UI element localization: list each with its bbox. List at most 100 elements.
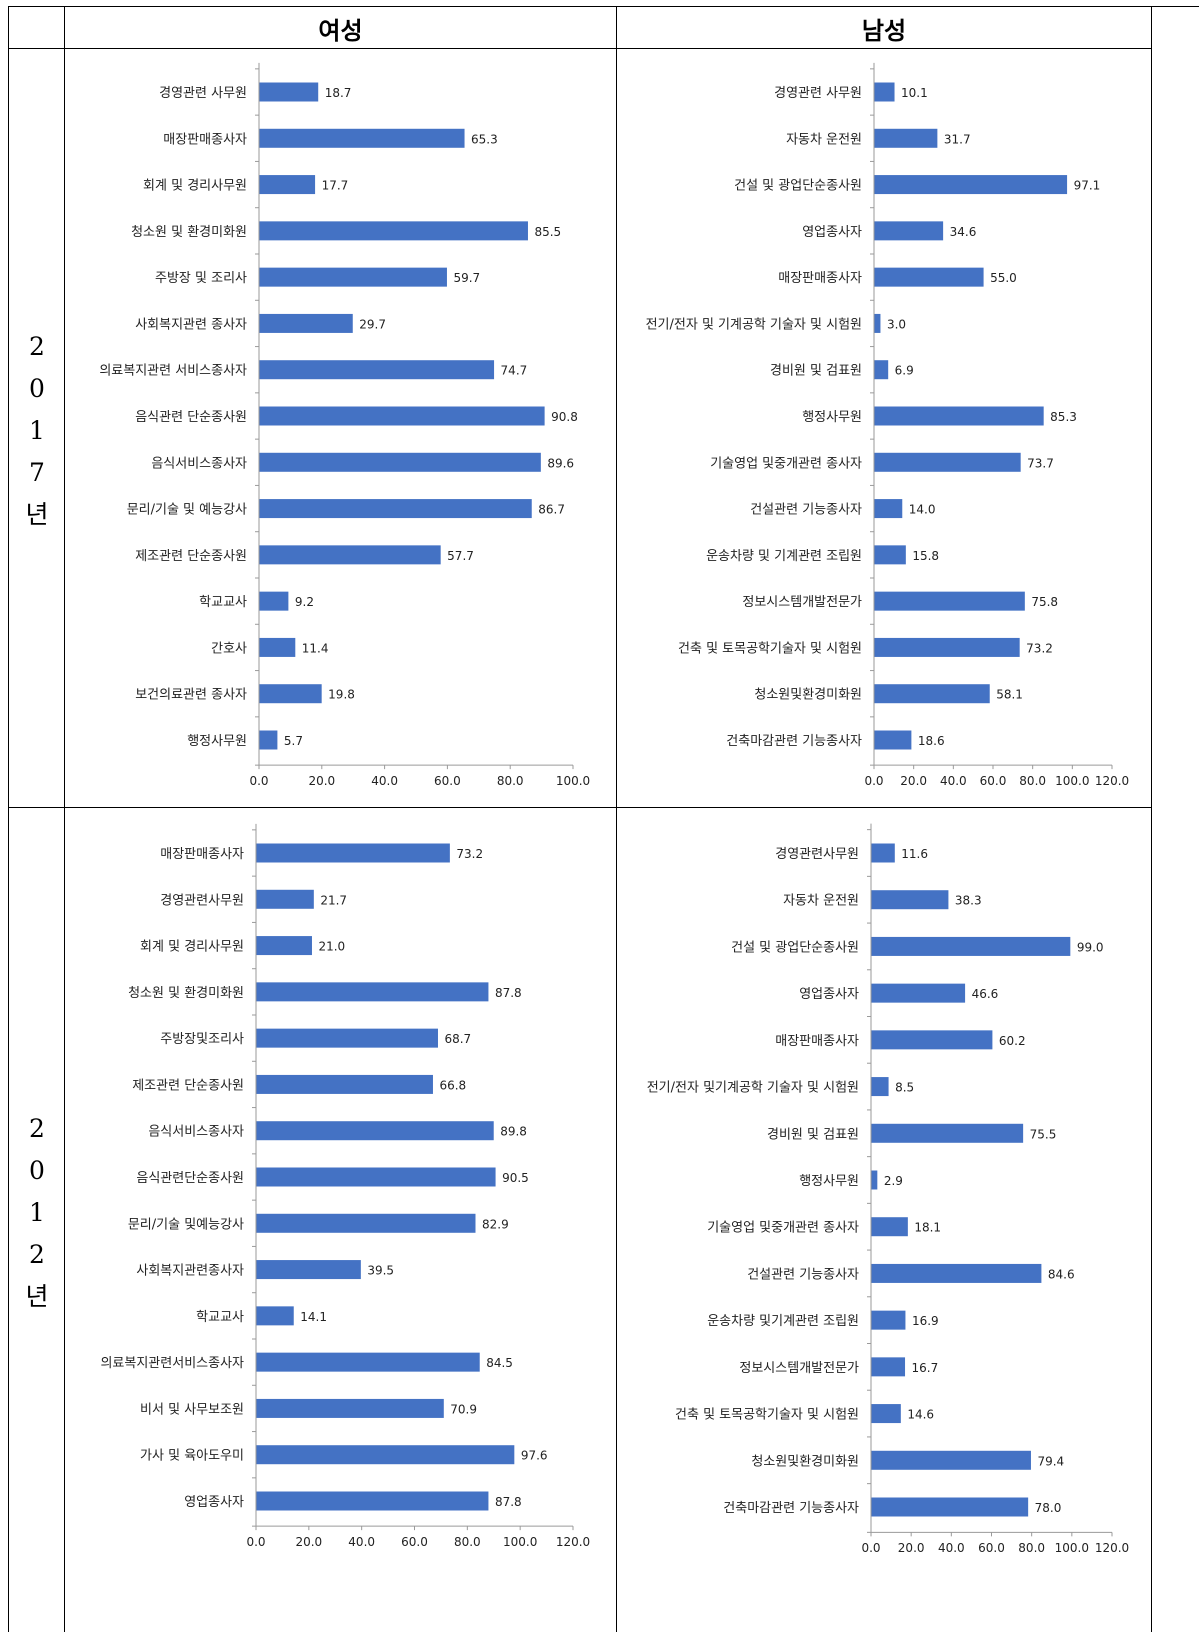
category-label: 기술영업 및중개관련 종사자 <box>707 1221 859 1236</box>
data-label: 82.9 <box>482 1217 509 1231</box>
bar <box>259 406 545 426</box>
category-label: 건축 및 토목공학기술자 및 시험원 <box>678 641 862 656</box>
bar <box>871 1170 878 1190</box>
category-label: 경영관련사무원 <box>160 893 244 908</box>
x-tick-label: 60.0 <box>980 774 1007 788</box>
data-label: 57.7 <box>447 549 474 563</box>
data-label: 21.0 <box>318 940 345 954</box>
bar <box>874 637 1020 657</box>
category-label: 사회복지관련 종사자 <box>135 317 247 332</box>
data-label: 73.7 <box>1027 456 1054 470</box>
bar <box>256 1213 476 1233</box>
data-label: 78.0 <box>1035 1501 1062 1515</box>
bar <box>874 267 984 287</box>
bar <box>259 499 532 519</box>
header-male: 남성 <box>861 17 907 45</box>
x-tick-label: 100.0 <box>1055 774 1089 788</box>
year-label-2017: 2 0 1 7 년 <box>9 326 65 536</box>
data-label: 90.5 <box>502 1171 529 1185</box>
bar <box>256 1352 480 1372</box>
bar <box>256 1306 294 1326</box>
data-label: 46.6 <box>972 987 999 1001</box>
data-label: 21.7 <box>320 893 347 907</box>
bar <box>874 175 1068 195</box>
data-label: 31.7 <box>944 132 971 146</box>
category-label: 보건의료관련 종사자 <box>135 688 247 703</box>
category-label: 주방장및조리사 <box>160 1032 244 1047</box>
category-label: 행정사무원 <box>802 409 862 425</box>
table-grid <box>8 6 1199 1632</box>
category-label: 문리/기술 및예능강사 <box>128 1217 244 1232</box>
category-label: 전기/전자 및 기계공학 기술자 및 시험원 <box>646 317 862 332</box>
x-tick-label: 80.0 <box>497 774 524 788</box>
category-label: 학교교사 <box>196 1310 244 1325</box>
category-label: 자동차 운전원 <box>786 132 862 147</box>
bar <box>256 982 489 1002</box>
table-divider <box>1151 6 1152 1632</box>
table-divider <box>64 6 65 1632</box>
x-tick-label: 0.0 <box>864 774 883 788</box>
bar <box>259 267 447 287</box>
category-label: 행정사무원 <box>799 1173 859 1189</box>
bar <box>871 1497 1029 1517</box>
bar <box>256 1491 489 1511</box>
category-label: 청소원 및 환경미화원 <box>128 986 244 1001</box>
bar <box>256 843 450 863</box>
data-label: 18.6 <box>918 734 945 748</box>
category-label: 매장판매종사자 <box>160 847 244 862</box>
category-label: 영업종사자 <box>799 987 859 1002</box>
year-char: 2 <box>29 332 45 361</box>
data-label: 10.1 <box>901 86 928 100</box>
bar <box>256 1074 433 1094</box>
category-label: 영업종사자 <box>184 1495 244 1510</box>
data-label: 11.4 <box>302 641 329 655</box>
data-label: 15.8 <box>912 549 939 563</box>
bar <box>874 313 881 333</box>
category-label: 정보시스템개발전문가 <box>739 1361 859 1376</box>
data-label: 73.2 <box>1026 641 1053 655</box>
data-label: 59.7 <box>453 271 480 285</box>
category-label: 비서 및 사무보조원 <box>140 1402 244 1417</box>
data-label: 14.0 <box>909 503 936 517</box>
category-label: 건설 및 광업단순종사원 <box>734 179 862 194</box>
data-label: 85.3 <box>1050 410 1077 424</box>
bar <box>871 1077 889 1097</box>
category-label: 행정사무원 <box>187 733 247 749</box>
year-char: 1 <box>29 1198 45 1227</box>
data-label: 74.7 <box>501 364 528 378</box>
data-label: 38.3 <box>955 894 982 908</box>
category-label: 청소원 및 환경미화원 <box>131 225 247 240</box>
data-label: 85.5 <box>534 225 561 239</box>
bar <box>259 730 278 750</box>
category-label: 회계 및 경리사무원 <box>143 179 247 194</box>
data-label: 66.8 <box>439 1078 466 1092</box>
data-label: 89.6 <box>547 456 574 470</box>
bar <box>871 1357 906 1377</box>
data-label: 86.7 <box>538 503 565 517</box>
category-label: 건설관련 기능종사자 <box>750 503 862 518</box>
category-label: 건축마감관련 기능종사자 <box>723 1501 859 1516</box>
year-char: 1 <box>29 416 45 445</box>
year-char: 년 <box>25 1282 49 1311</box>
bar <box>871 1123 1024 1143</box>
bar <box>874 591 1025 611</box>
category-label: 문리/기술 및 예능강사 <box>127 503 247 518</box>
x-tick-label: 80.0 <box>1019 774 1046 788</box>
bar <box>871 843 895 863</box>
bar <box>256 889 314 909</box>
bar <box>259 360 495 380</box>
year-char: 2 <box>29 1240 45 1269</box>
data-label: 90.8 <box>551 410 578 424</box>
data-label: 87.8 <box>495 986 522 1000</box>
category-label: 음식관련 단순종사원 <box>135 410 247 425</box>
bar <box>871 890 949 910</box>
bar <box>871 1217 908 1237</box>
x-tick-label: 60.0 <box>401 1535 428 1549</box>
x-tick-label: 40.0 <box>348 1535 375 1549</box>
category-label: 음식관련단순종사원 <box>136 1171 244 1186</box>
bar <box>259 82 319 102</box>
bar <box>259 128 465 148</box>
category-label: 매장판매종사자 <box>778 271 862 286</box>
bar <box>871 1263 1042 1283</box>
category-label: 건축마감관련 기능종사자 <box>726 734 862 749</box>
